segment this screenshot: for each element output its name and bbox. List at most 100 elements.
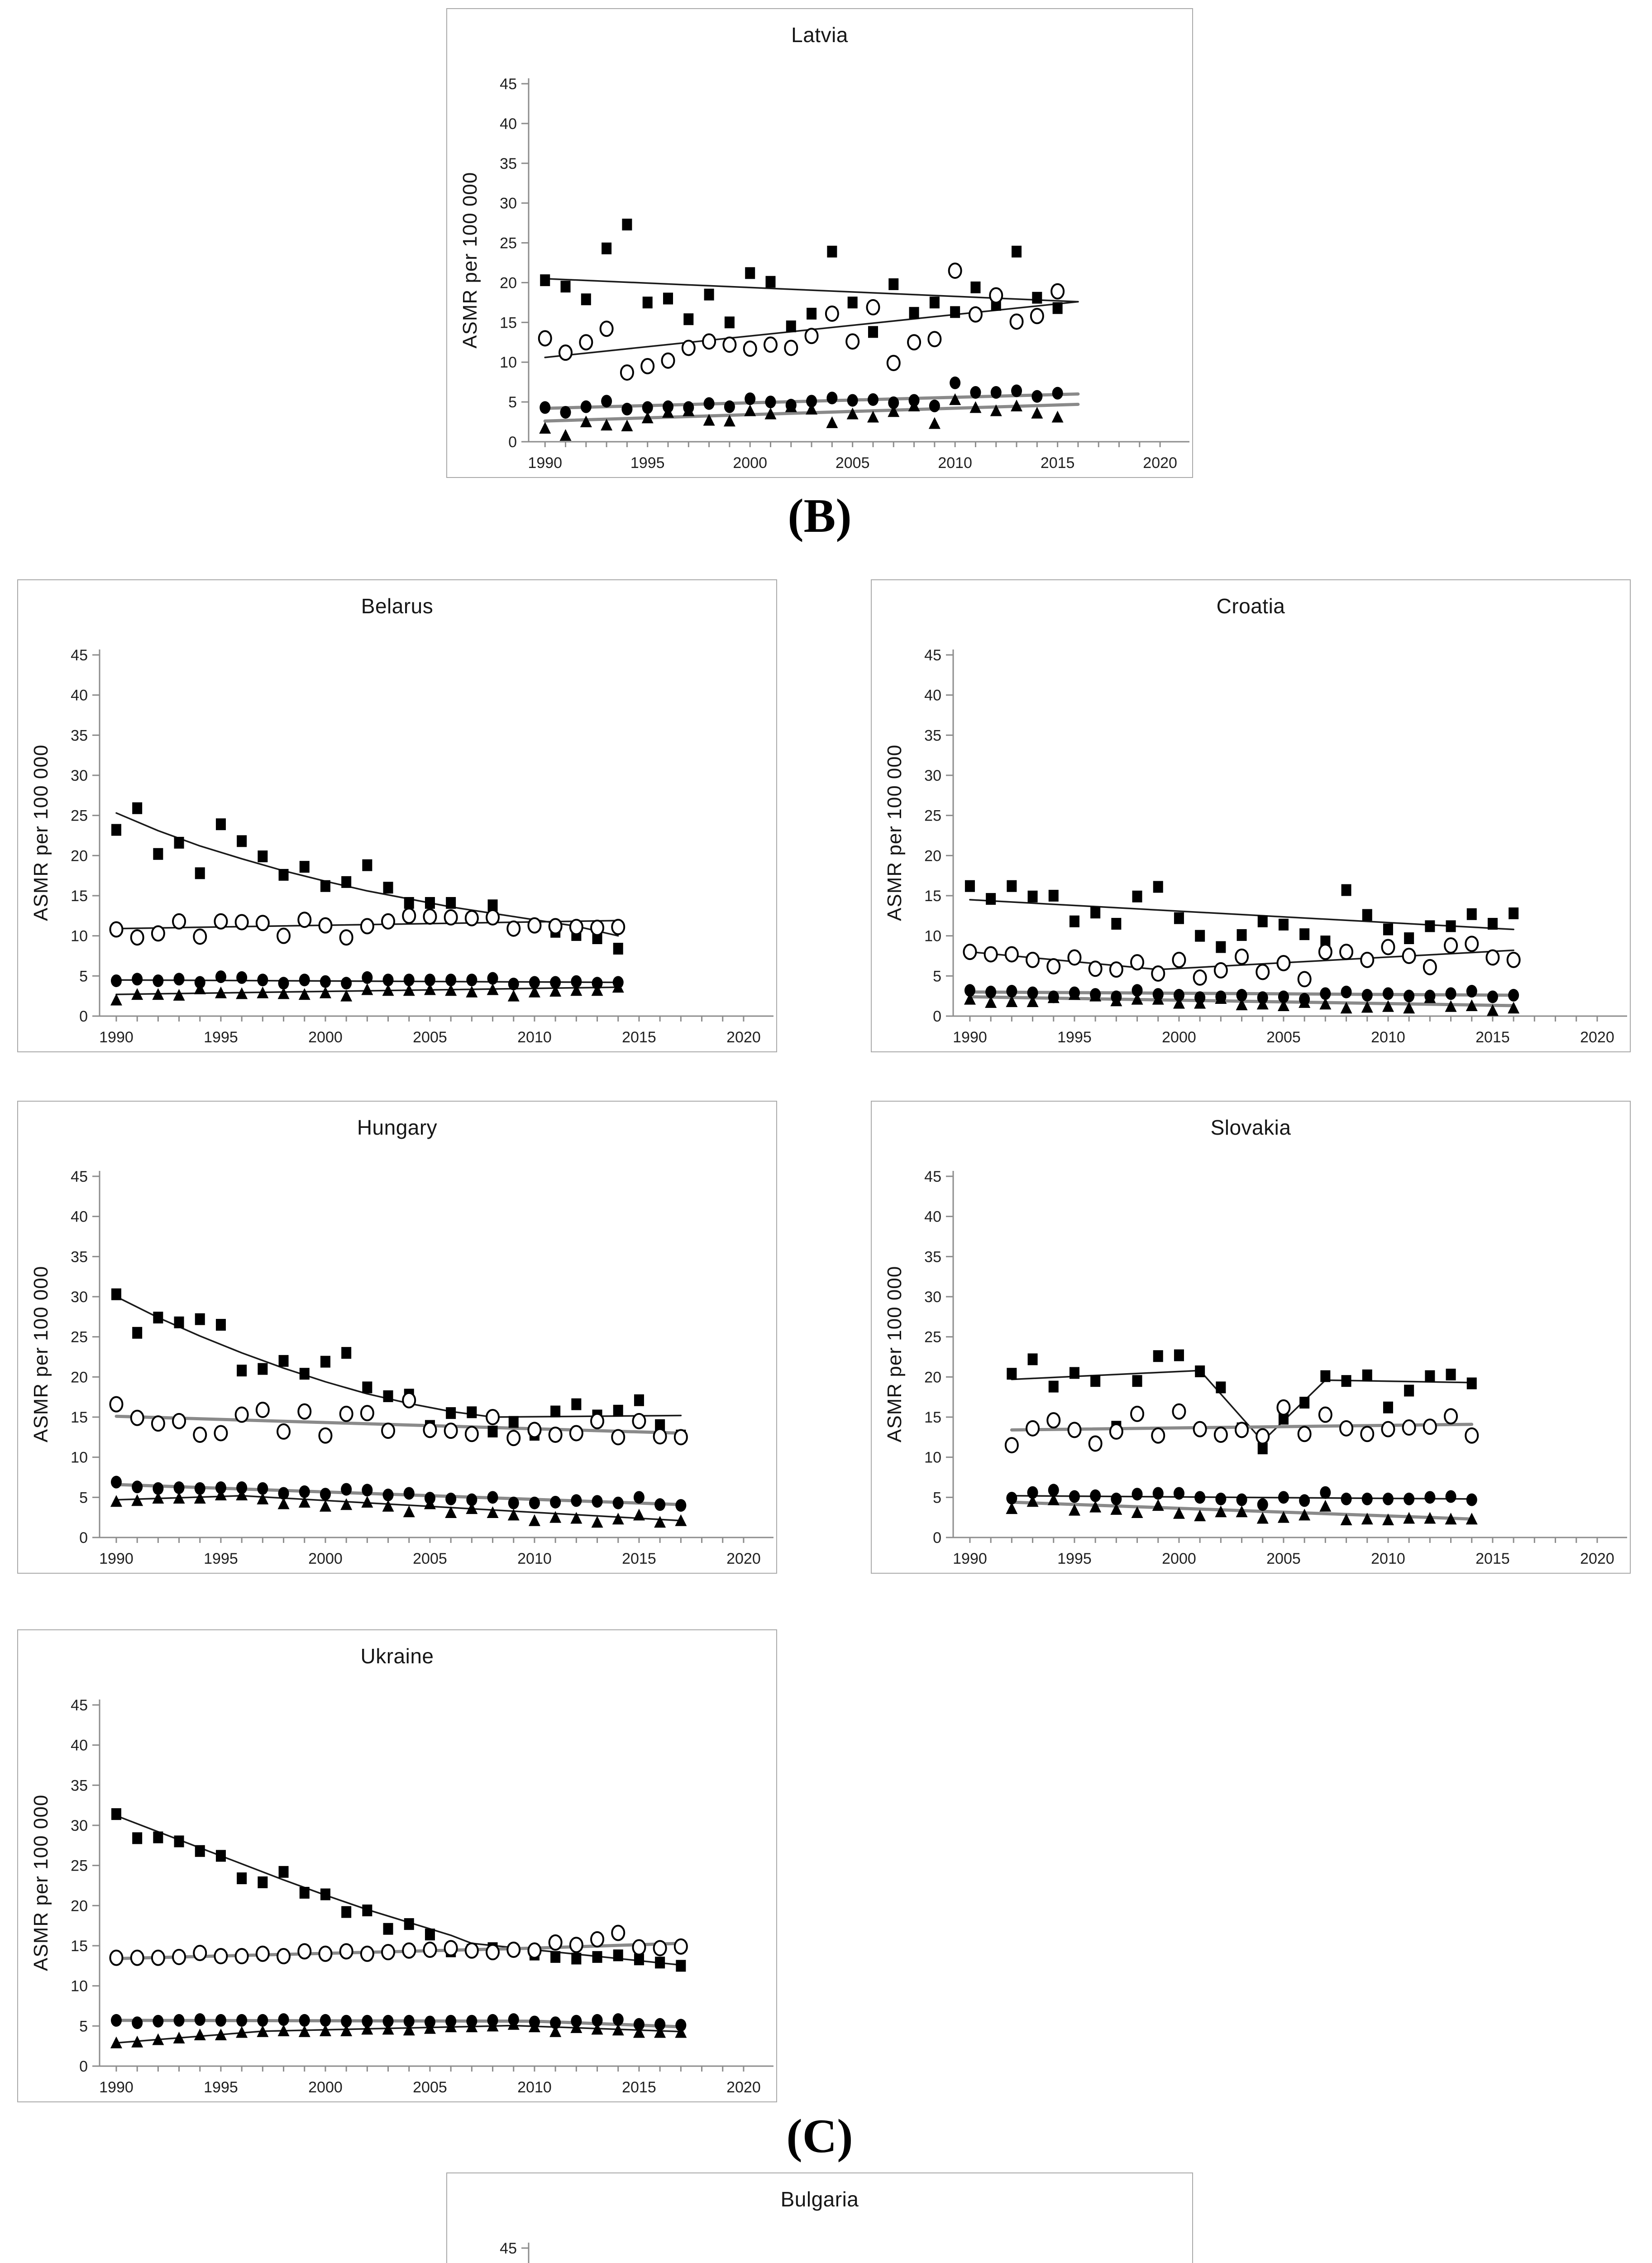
filled-square-marker bbox=[195, 1845, 205, 1857]
open-circle-marker bbox=[360, 1405, 374, 1422]
filled-triangle-marker bbox=[662, 406, 674, 418]
filled-square-marker bbox=[1216, 1381, 1226, 1394]
y-tick-label: 25 bbox=[924, 1329, 941, 1346]
filled-circle-marker bbox=[1006, 1492, 1017, 1505]
filled-triangle-marker bbox=[601, 419, 613, 431]
filled-circle-marker bbox=[612, 2013, 624, 2026]
filled-square-marker bbox=[487, 899, 498, 912]
filled-square-marker bbox=[362, 859, 372, 871]
filled-circle-marker bbox=[1052, 387, 1063, 400]
open-circle-marker bbox=[1297, 1426, 1312, 1442]
open-circle-marker bbox=[825, 305, 839, 322]
filled-triangle-marker bbox=[1089, 1500, 1102, 1513]
filled-triangle-marker bbox=[1299, 996, 1311, 1008]
filled-triangle-marker bbox=[612, 981, 624, 993]
filled-square-marker bbox=[571, 1953, 582, 1965]
filled-circle-marker bbox=[612, 1496, 624, 1509]
open-circle-marker bbox=[130, 1409, 144, 1426]
series-open-circle bbox=[1004, 1399, 1479, 1454]
series-filled-circle bbox=[110, 970, 624, 991]
filled-triangle-marker bbox=[1256, 998, 1269, 1010]
filled-circle-marker bbox=[1341, 985, 1352, 998]
filled-triangle-marker bbox=[1006, 995, 1018, 1007]
open-circle-marker bbox=[381, 1944, 396, 1961]
filled-triangle-marker bbox=[110, 2036, 122, 2048]
open-circle-marker bbox=[297, 1403, 312, 1420]
filled-circle-marker bbox=[236, 2014, 248, 2027]
filled-triangle-marker bbox=[1173, 997, 1185, 1009]
filled-triangle-marker bbox=[1068, 1504, 1080, 1516]
filled-triangle-marker bbox=[633, 2026, 645, 2038]
filled-triangle-marker bbox=[806, 402, 818, 415]
filled-square-marker bbox=[1362, 1369, 1372, 1381]
filled-triangle-marker bbox=[1110, 1503, 1122, 1515]
filled-square-marker bbox=[404, 1918, 414, 1930]
open-circle-marker bbox=[214, 1948, 228, 1965]
filled-circle-marker bbox=[1361, 1492, 1373, 1505]
open-circle-marker bbox=[1026, 1420, 1040, 1437]
filled-square-marker bbox=[487, 1425, 498, 1437]
chart-panel-croatia: Croatia ASMR per 100 000 0 5 10 15 20 25 30 35 4… bbox=[871, 579, 1631, 1052]
open-circle-marker bbox=[886, 354, 901, 371]
open-circle-marker bbox=[234, 1948, 249, 1965]
filled-triangle-marker bbox=[507, 1509, 520, 1521]
open-circle-marker bbox=[653, 1428, 667, 1445]
filled-triangle-marker bbox=[1486, 1004, 1499, 1016]
filled-triangle-marker bbox=[1277, 999, 1289, 1011]
filled-circle-marker bbox=[1487, 990, 1498, 1003]
filled-square-marker bbox=[1111, 918, 1122, 930]
y-tick-label: 0 bbox=[79, 1529, 88, 1547]
filled-circle-marker bbox=[320, 2014, 331, 2027]
open-circle-marker bbox=[527, 1422, 542, 1438]
series-filled-square bbox=[964, 880, 1519, 953]
filled-square-marker bbox=[111, 824, 121, 836]
x-tick-label: 2010 bbox=[1371, 1029, 1405, 1046]
filled-triangle-marker bbox=[1027, 995, 1039, 1007]
filled-square-marker bbox=[215, 1850, 226, 1862]
filled-square-marker bbox=[1012, 245, 1022, 258]
open-circle-marker bbox=[1130, 954, 1145, 971]
filled-triangle-marker bbox=[559, 429, 572, 441]
filled-circle-marker bbox=[1090, 1489, 1101, 1502]
filled-triangle-marker bbox=[1236, 1505, 1248, 1518]
filled-square-marker bbox=[1425, 920, 1435, 932]
filled-square-marker bbox=[215, 818, 226, 831]
filled-square-marker bbox=[153, 1312, 163, 1324]
filled-square-marker bbox=[341, 876, 352, 888]
open-circle-marker bbox=[109, 921, 124, 938]
y-tick-label: 35 bbox=[71, 1777, 88, 1794]
open-circle-marker bbox=[339, 929, 353, 946]
filled-square-marker bbox=[1278, 918, 1289, 931]
filled-triangle-marker bbox=[340, 2024, 353, 2036]
filled-triangle-marker bbox=[591, 2023, 603, 2035]
filled-square-marker bbox=[195, 867, 205, 879]
filled-circle-marker bbox=[299, 974, 310, 987]
open-circle-marker bbox=[151, 1415, 165, 1432]
y-tick-label: 45 bbox=[500, 2240, 517, 2257]
filled-triangle-marker bbox=[1340, 1002, 1352, 1014]
filled-square-marker bbox=[1048, 1380, 1059, 1393]
filled-triangle-marker bbox=[744, 404, 756, 416]
filled-circle-marker bbox=[236, 1481, 248, 1494]
filled-circle-marker bbox=[508, 978, 519, 991]
filled-square-marker bbox=[362, 1381, 372, 1394]
y-tick-label: 15 bbox=[500, 314, 517, 331]
filled-circle-marker bbox=[1320, 987, 1331, 1000]
filled-triangle-marker bbox=[319, 1499, 331, 1512]
open-circle-marker bbox=[653, 1940, 667, 1957]
y-tick-label: 5 bbox=[79, 2018, 88, 2035]
filled-triangle-marker bbox=[549, 985, 562, 997]
filled-circle-marker bbox=[571, 1494, 582, 1507]
y-tick-label: 15 bbox=[924, 888, 941, 905]
section-label-c: (C) bbox=[786, 2110, 853, 2163]
filled-triangle-marker bbox=[403, 2024, 415, 2036]
filled-circle-marker bbox=[867, 393, 879, 406]
filled-square-marker bbox=[111, 1808, 121, 1820]
chart-panel-ukraine: Ukraine ASMR per 100 000 0 5 10 15 20 25 30 35 4… bbox=[17, 1629, 777, 2102]
open-circle-marker bbox=[1381, 939, 1395, 955]
plot-area: 0 5 10 15 20 25 30 35 40 45 1990 1995 2000 2005 2010 20… bbox=[71, 1168, 773, 1567]
filled-triangle-marker bbox=[215, 1489, 227, 1501]
filled-circle-marker bbox=[1236, 1493, 1247, 1506]
open-circle-marker bbox=[1109, 961, 1123, 978]
